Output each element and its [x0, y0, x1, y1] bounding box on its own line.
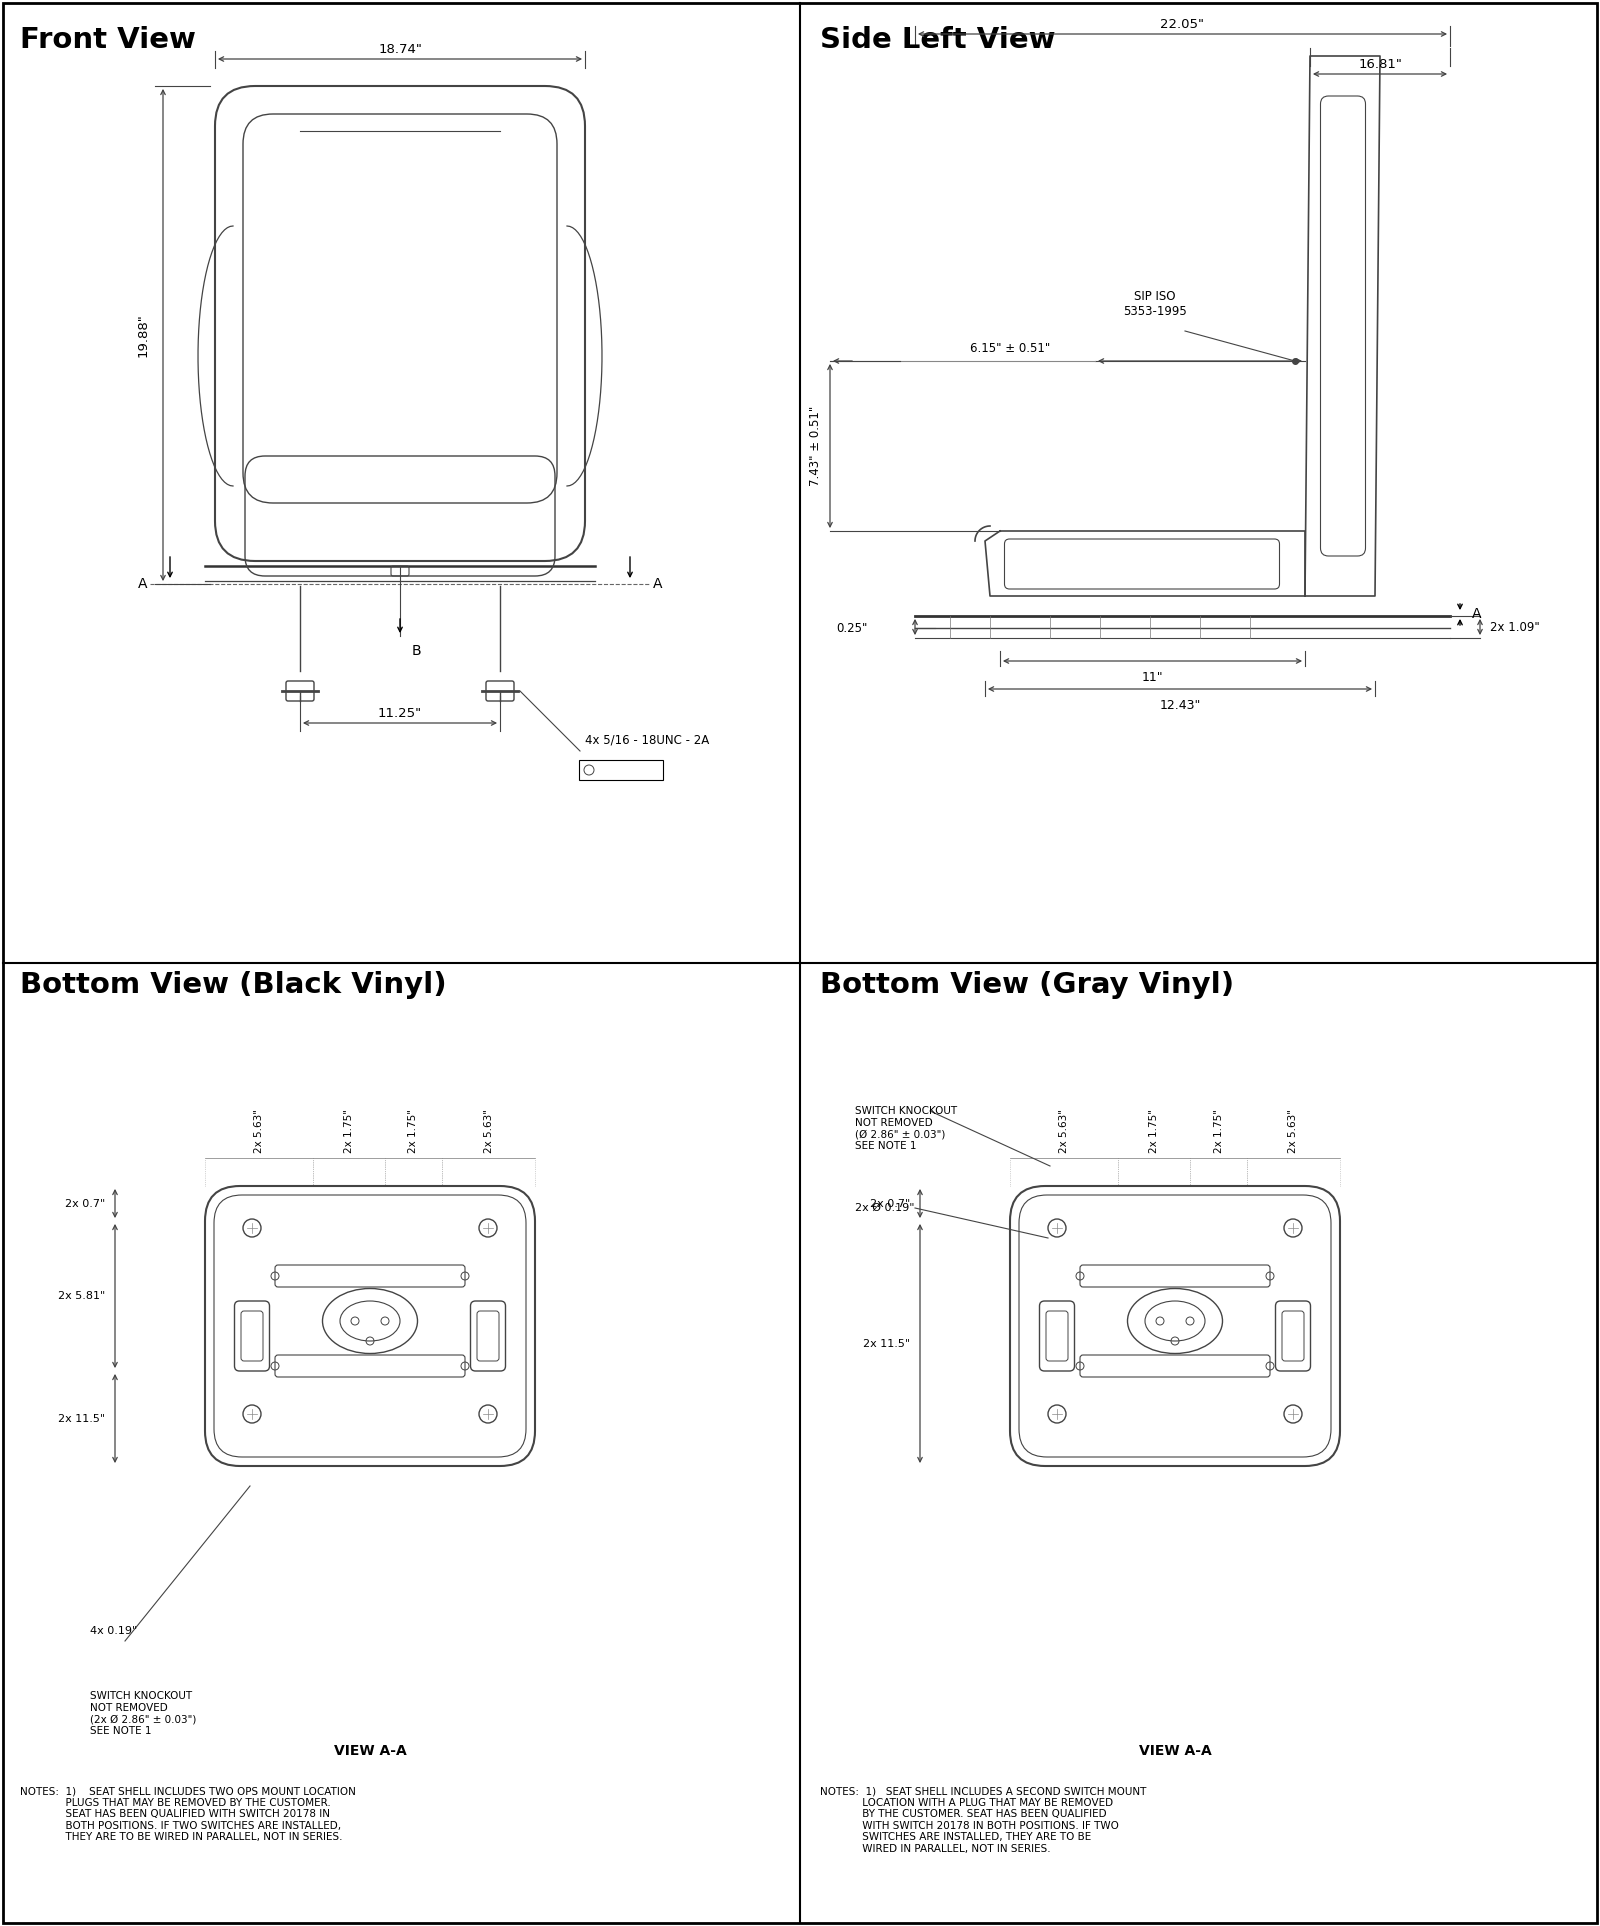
- Text: SWITCH KNOCKOUT
NOT REMOVED
(2x Ø 2.86" ± 0.03")
SEE NOTE 1: SWITCH KNOCKOUT NOT REMOVED (2x Ø 2.86" …: [90, 1691, 197, 1735]
- Text: A: A: [138, 578, 147, 591]
- Text: Bottom View (Gray Vinyl): Bottom View (Gray Vinyl): [819, 971, 1234, 1000]
- Text: 2x 5.63": 2x 5.63": [483, 1109, 493, 1154]
- Text: 2x 1.09": 2x 1.09": [1490, 620, 1539, 634]
- Text: 2x 5.63": 2x 5.63": [254, 1109, 264, 1154]
- Text: 4x 5/16 - 18UNC - 2A: 4x 5/16 - 18UNC - 2A: [586, 734, 709, 745]
- Polygon shape: [1306, 56, 1379, 595]
- Text: Bottom View (Black Vinyl): Bottom View (Black Vinyl): [19, 971, 446, 1000]
- Text: NOTES:  1)    SEAT SHELL INCLUDES TWO OPS MOUNT LOCATION
              PLUGS THA: NOTES: 1) SEAT SHELL INCLUDES TWO OPS MO…: [19, 1785, 355, 1843]
- Text: 2x 1.75": 2x 1.75": [408, 1109, 419, 1154]
- Text: 2x 11.5": 2x 11.5": [862, 1339, 910, 1348]
- Text: 11": 11": [1141, 670, 1163, 684]
- Text: 2x 11.5": 2x 11.5": [58, 1414, 106, 1423]
- Text: Front View: Front View: [19, 25, 195, 54]
- Text: A: A: [1472, 607, 1482, 620]
- Text: 12.43": 12.43": [1160, 699, 1200, 713]
- Text: 6.15" ± 0.51": 6.15" ± 0.51": [970, 343, 1050, 354]
- Text: 2x 5.63": 2x 5.63": [1059, 1109, 1069, 1154]
- Text: 2x 1.75": 2x 1.75": [1213, 1109, 1224, 1154]
- Text: 2x 1.75": 2x 1.75": [1149, 1109, 1158, 1154]
- Text: 2x 5.63": 2x 5.63": [1288, 1109, 1299, 1154]
- Text: 11.25": 11.25": [378, 707, 422, 720]
- Text: 7.43" ± 0.51": 7.43" ± 0.51": [810, 406, 822, 485]
- Text: VIEW A-A: VIEW A-A: [1139, 1745, 1211, 1758]
- Text: 22.05": 22.05": [1160, 17, 1205, 31]
- Text: 2x 0.7": 2x 0.7": [64, 1198, 106, 1208]
- Text: Ø 1.5 B: Ø 1.5 B: [602, 765, 643, 774]
- Text: SWITCH KNOCKOUT
NOT REMOVED
(Ø 2.86" ± 0.03")
SEE NOTE 1: SWITCH KNOCKOUT NOT REMOVED (Ø 2.86" ± 0…: [854, 1106, 957, 1152]
- Text: 0.25": 0.25": [837, 622, 867, 634]
- Text: 2x Ø 0.19": 2x Ø 0.19": [854, 1204, 915, 1213]
- Polygon shape: [986, 532, 1306, 595]
- Text: 18.74": 18.74": [378, 42, 422, 56]
- Text: 2x 5.81": 2x 5.81": [58, 1290, 106, 1300]
- Text: Side Left View: Side Left View: [819, 25, 1056, 54]
- Text: SIP ISO
5353-1995: SIP ISO 5353-1995: [1123, 291, 1187, 318]
- Text: 2x 0.7": 2x 0.7": [870, 1198, 910, 1208]
- Text: NOTES:  1)   SEAT SHELL INCLUDES A SECOND SWITCH MOUNT
             LOCATION WIT: NOTES: 1) SEAT SHELL INCLUDES A SECOND S…: [819, 1785, 1146, 1855]
- Text: 16.81": 16.81": [1358, 58, 1402, 71]
- Text: 19.88": 19.88": [138, 314, 150, 356]
- Text: A: A: [653, 578, 662, 591]
- Text: 2x 1.75": 2x 1.75": [344, 1109, 354, 1154]
- Text: VIEW A-A: VIEW A-A: [334, 1745, 406, 1758]
- FancyBboxPatch shape: [579, 761, 662, 780]
- Text: 4x 0.19": 4x 0.19": [90, 1626, 138, 1635]
- Text: B: B: [413, 643, 422, 659]
